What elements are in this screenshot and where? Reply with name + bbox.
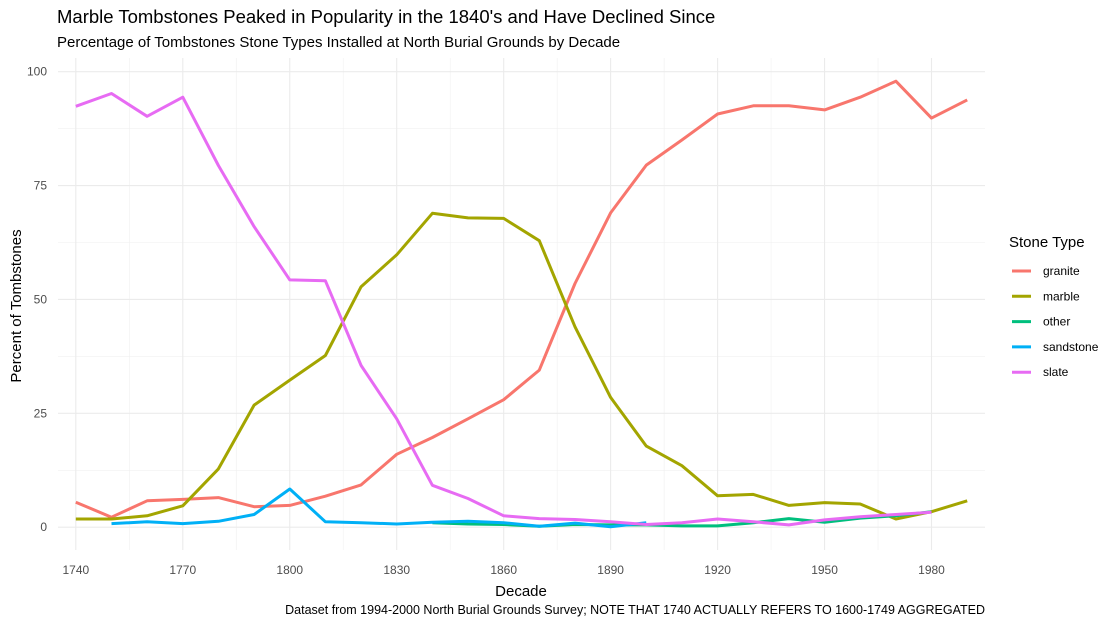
y-tick-label: 100 [27,65,47,79]
x-tick-label: 1920 [704,563,731,577]
legend-label: granite [1043,264,1080,278]
legend-item-granite: granite [1012,264,1080,278]
x-tick-label: 1830 [383,563,410,577]
series-line-granite [75,79,968,519]
x-tick-label: 1770 [169,563,196,577]
legend-title: Stone Type [1009,234,1085,251]
x-tick-label: 1860 [490,563,517,577]
legend-label: sandstone [1043,340,1099,354]
legend-label: slate [1043,365,1069,379]
series-line-slate [75,92,932,527]
x-tick-label: 1740 [62,563,89,577]
grid [58,58,985,550]
y-tick-label: 0 [40,520,47,534]
x-tick-label: 1890 [597,563,624,577]
legend-item-marble: marble [1012,289,1080,303]
chart-title: Marble Tombstones Peaked in Popularity i… [57,6,716,27]
legend-item-slate: slate [1012,365,1069,379]
legend-items: granite marble other sandstone slate [1012,264,1099,379]
legend-label: other [1043,315,1070,329]
y-axis-title: Percent of Tombstones [8,229,25,382]
x-axis-title: Decade [495,583,547,600]
y-tick-label: 25 [34,406,48,420]
y-tick-label: 50 [34,292,48,306]
legend: Stone Type granite marble other sandstone sl… [1009,234,1099,379]
x-tick-label: 1950 [811,563,838,577]
chart-caption: Dataset from 1994-2000 North Burial Grou… [285,603,985,617]
x-tick-label: 1980 [918,563,945,577]
series-line-marble [75,211,968,521]
y-tick-label: 75 [34,179,48,193]
legend-item-sandstone: sandstone [1012,340,1099,354]
series-lines [75,79,968,529]
x-tick-label: 1800 [276,563,303,577]
legend-label: marble [1043,289,1080,303]
chart-subtitle: Percentage of Tombstones Stone Types Ins… [57,34,621,51]
tick-labels: 1740 1770 1800 1830 1860 1890 1920 1950 1980 0 25 5… [27,65,945,577]
series-line-sandstone [111,487,647,529]
legend-item-other: other [1012,315,1070,329]
